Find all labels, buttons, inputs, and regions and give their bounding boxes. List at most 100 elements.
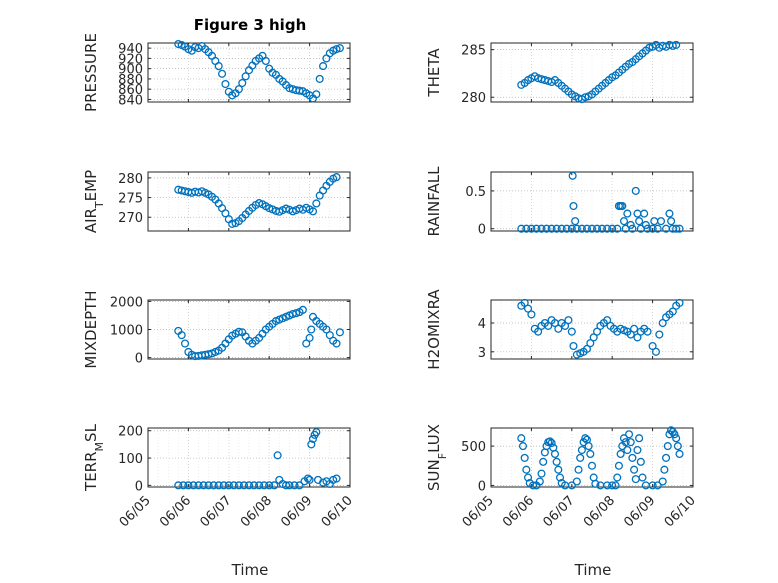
- data-point: [273, 451, 282, 460]
- data-point: [184, 481, 193, 490]
- y-axis-label: PRESSURE: [82, 33, 100, 112]
- y-tick-label: 285: [461, 44, 486, 59]
- y-tick-label: 280: [461, 91, 486, 106]
- data-point: [312, 90, 321, 99]
- data-point: [180, 339, 190, 348]
- axes-box: [490, 171, 694, 232]
- data-point: [250, 481, 259, 490]
- data-point: [547, 224, 556, 233]
- data-point: [312, 428, 321, 437]
- data-point: [542, 224, 551, 233]
- data-point: [640, 209, 649, 218]
- data-point: [535, 477, 544, 486]
- data-point: [592, 224, 602, 233]
- y-tick-label: 0: [135, 352, 143, 367]
- data-point: [633, 445, 642, 455]
- y-tick-label: 270: [118, 211, 143, 226]
- data-point: [564, 316, 573, 325]
- data-point: [270, 481, 279, 490]
- data-point: [658, 477, 667, 486]
- subplot-rainfall: 0 0.5 RAINFALL: [425, 166, 694, 238]
- data-point: [670, 430, 679, 439]
- data-point: [204, 481, 213, 490]
- data-point: [221, 79, 230, 89]
- data-point: [662, 453, 671, 462]
- data-point: [290, 481, 299, 490]
- data-point: [571, 217, 580, 226]
- subplot-h2omixra: 3 4 H2OMIXRA: [425, 289, 694, 370]
- y-tick-label: 0: [478, 223, 486, 238]
- data-point: [281, 481, 291, 490]
- data-point: [561, 321, 570, 330]
- data-point: [626, 438, 635, 447]
- y-axis-label-part: PRESSURE: [82, 33, 100, 112]
- data-point: [522, 465, 531, 474]
- y-tick-label: 900: [118, 63, 143, 78]
- y-axis-label: SUNFLUX: [425, 424, 449, 491]
- data-point: [574, 465, 583, 474]
- data-point: [675, 449, 684, 459]
- y-tick-label: 920: [118, 52, 143, 67]
- y-tick-label: 940: [118, 42, 143, 57]
- y-tick-label: 2000: [110, 295, 143, 310]
- y-tick-label: 100: [118, 452, 143, 467]
- data-point: [628, 224, 637, 233]
- data-point: [665, 209, 674, 218]
- y-axis-label-subscript: M: [93, 442, 106, 452]
- data-point: [648, 481, 657, 490]
- data-point: [295, 481, 304, 490]
- axes-box: [490, 42, 694, 103]
- data-point: [295, 86, 304, 95]
- data-point: [544, 321, 553, 330]
- data-point: [569, 201, 578, 211]
- data-point: [598, 224, 607, 233]
- y-axis-label-part: MIXDEPTH: [82, 290, 100, 368]
- data-point: [552, 224, 561, 233]
- data-point: [335, 328, 344, 337]
- y-axis-label-part: AIR: [82, 208, 100, 233]
- y-tick-label: 280: [118, 172, 143, 187]
- y-axis-label-subscript: F: [436, 453, 449, 459]
- data-point: [537, 469, 546, 478]
- data-point: [608, 481, 617, 490]
- data-point: [554, 465, 563, 474]
- y-axis-label-part: LUX: [425, 424, 443, 453]
- data-point: [621, 438, 630, 447]
- data-point: [613, 224, 622, 233]
- data-point: [673, 442, 682, 451]
- data-point: [581, 93, 590, 102]
- data-point: [332, 45, 341, 54]
- data-point: [619, 217, 629, 226]
- y-tick-label: 200: [118, 425, 143, 440]
- data-point: [611, 481, 620, 490]
- data-point: [672, 224, 681, 233]
- data-point: [562, 224, 571, 233]
- data-point: [592, 327, 602, 336]
- y-tick-label: 4: [478, 317, 486, 332]
- data-point: [668, 41, 677, 50]
- y-axis-label-part: H2OMIXRA: [425, 289, 443, 370]
- data-point: [552, 457, 561, 466]
- data-point: [667, 217, 676, 226]
- data-point: [635, 434, 644, 443]
- data-point: [539, 457, 548, 466]
- axes-box: [490, 299, 694, 360]
- data-point: [307, 325, 316, 334]
- data-point: [307, 440, 316, 449]
- y-axis-label: THETA: [425, 48, 443, 98]
- data-point: [648, 341, 657, 351]
- data-point: [630, 324, 639, 333]
- data-point: [655, 330, 664, 339]
- y-axis-label-part: TERR: [82, 451, 100, 492]
- figure-title: Figure 3 high: [194, 16, 307, 34]
- data-point: [194, 481, 203, 490]
- data-point: [174, 39, 183, 49]
- data-point: [534, 327, 543, 336]
- data-point: [576, 453, 585, 462]
- y-axis-label-subscript: T: [93, 201, 106, 209]
- data-point: [645, 43, 654, 52]
- y-axis-label-part: THETA: [425, 48, 443, 98]
- subplot-mixdepth: 0 1000 2000 MIXDEPTH: [82, 290, 351, 369]
- data-point: [298, 305, 307, 314]
